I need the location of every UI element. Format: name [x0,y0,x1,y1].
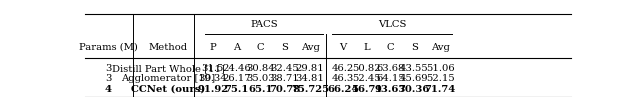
Text: 70.78: 70.78 [269,85,300,94]
Text: S: S [281,43,288,52]
Text: 65.1: 65.1 [248,85,273,94]
Text: Distill Part Whole [11]: Distill Part Whole [11] [112,64,225,73]
Text: 34.81: 34.81 [296,74,324,83]
Text: Agglomerator [10]: Agglomerator [10] [121,74,215,83]
Text: V: V [339,43,346,52]
Text: 39.34: 39.34 [198,74,227,83]
Text: 70.36: 70.36 [399,85,430,94]
Text: 75.1: 75.1 [225,85,249,94]
Text: 56.71: 56.71 [351,85,382,94]
Text: 71.74: 71.74 [424,85,456,94]
Text: 32.45: 32.45 [270,64,299,73]
Text: Avg: Avg [301,43,319,52]
Text: 46.3: 46.3 [332,74,354,83]
Text: 29.81: 29.81 [296,64,324,73]
Text: 24.46: 24.46 [222,64,251,73]
Text: 35.03: 35.03 [246,74,275,83]
Text: Params (M): Params (M) [79,43,138,52]
Text: C: C [257,43,264,52]
Text: Avg: Avg [431,43,449,52]
Text: 91.92: 91.92 [197,85,228,94]
Text: 52.45: 52.45 [352,74,381,83]
Text: Method: Method [148,43,188,52]
Text: 43.55: 43.55 [400,64,429,73]
Text: PACS: PACS [250,20,278,29]
Text: A: A [233,43,241,52]
Text: L: L [364,43,370,52]
Text: 45.69: 45.69 [400,74,429,83]
Text: 31.5: 31.5 [202,64,224,73]
Text: 63.68: 63.68 [376,64,404,73]
Text: 75.725: 75.725 [291,85,329,94]
Text: 52.15: 52.15 [426,74,454,83]
Text: 46.2: 46.2 [332,64,354,73]
Text: 66.24: 66.24 [327,85,358,94]
Text: 64.15: 64.15 [376,74,405,83]
Text: VLCS: VLCS [378,20,406,29]
Text: 4: 4 [105,85,112,94]
Text: CCNet (ours): CCNet (ours) [131,85,205,94]
Text: 93.63: 93.63 [375,85,406,94]
Text: 38.71: 38.71 [270,74,299,83]
Text: 51.06: 51.06 [426,64,454,73]
Text: 3: 3 [105,74,111,83]
Text: C: C [387,43,394,52]
Text: P: P [209,43,216,52]
Text: 50.82: 50.82 [353,64,381,73]
Text: 3: 3 [105,64,111,73]
Text: S: S [411,43,418,52]
Text: 26.17: 26.17 [223,74,251,83]
Text: 30.84: 30.84 [246,64,275,73]
